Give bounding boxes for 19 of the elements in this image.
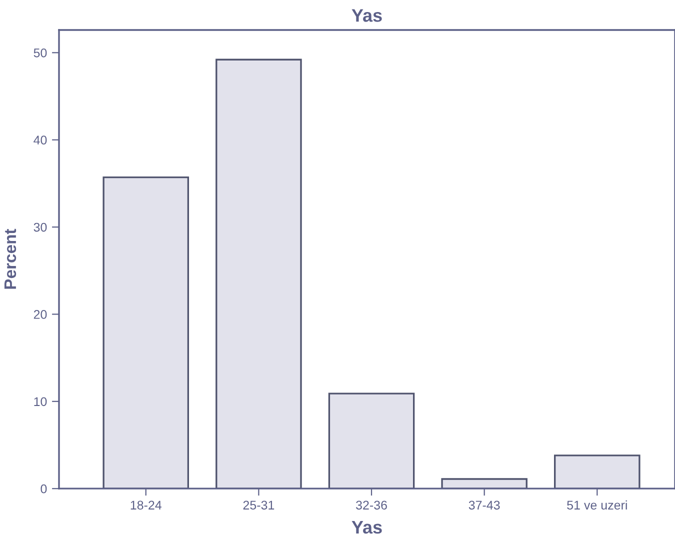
x-axis-title: Yas <box>352 521 382 534</box>
y-tick-label: 30 <box>34 222 47 232</box>
y-axis-title: Percent <box>4 228 16 289</box>
y-tick-label: 20 <box>34 310 47 319</box>
chart-title: Yas <box>352 9 382 22</box>
x-tick-label: 51 ve uzeri <box>567 500 627 510</box>
y-tick-label: 0 <box>40 484 47 494</box>
x-tick-label: 37-43 <box>468 500 500 510</box>
bar <box>554 454 640 489</box>
x-tick-label: 32-36 <box>356 500 387 510</box>
x-tick-label: 25-31 <box>243 500 274 510</box>
y-tick-label: 50 <box>34 48 47 58</box>
x-tick-label: 18-24 <box>130 500 162 510</box>
y-tick-label: 40 <box>34 136 47 145</box>
bar <box>441 478 528 489</box>
y-tick-label: 10 <box>34 397 47 406</box>
bar <box>328 392 415 489</box>
bar <box>216 58 302 489</box>
bar <box>102 176 190 489</box>
